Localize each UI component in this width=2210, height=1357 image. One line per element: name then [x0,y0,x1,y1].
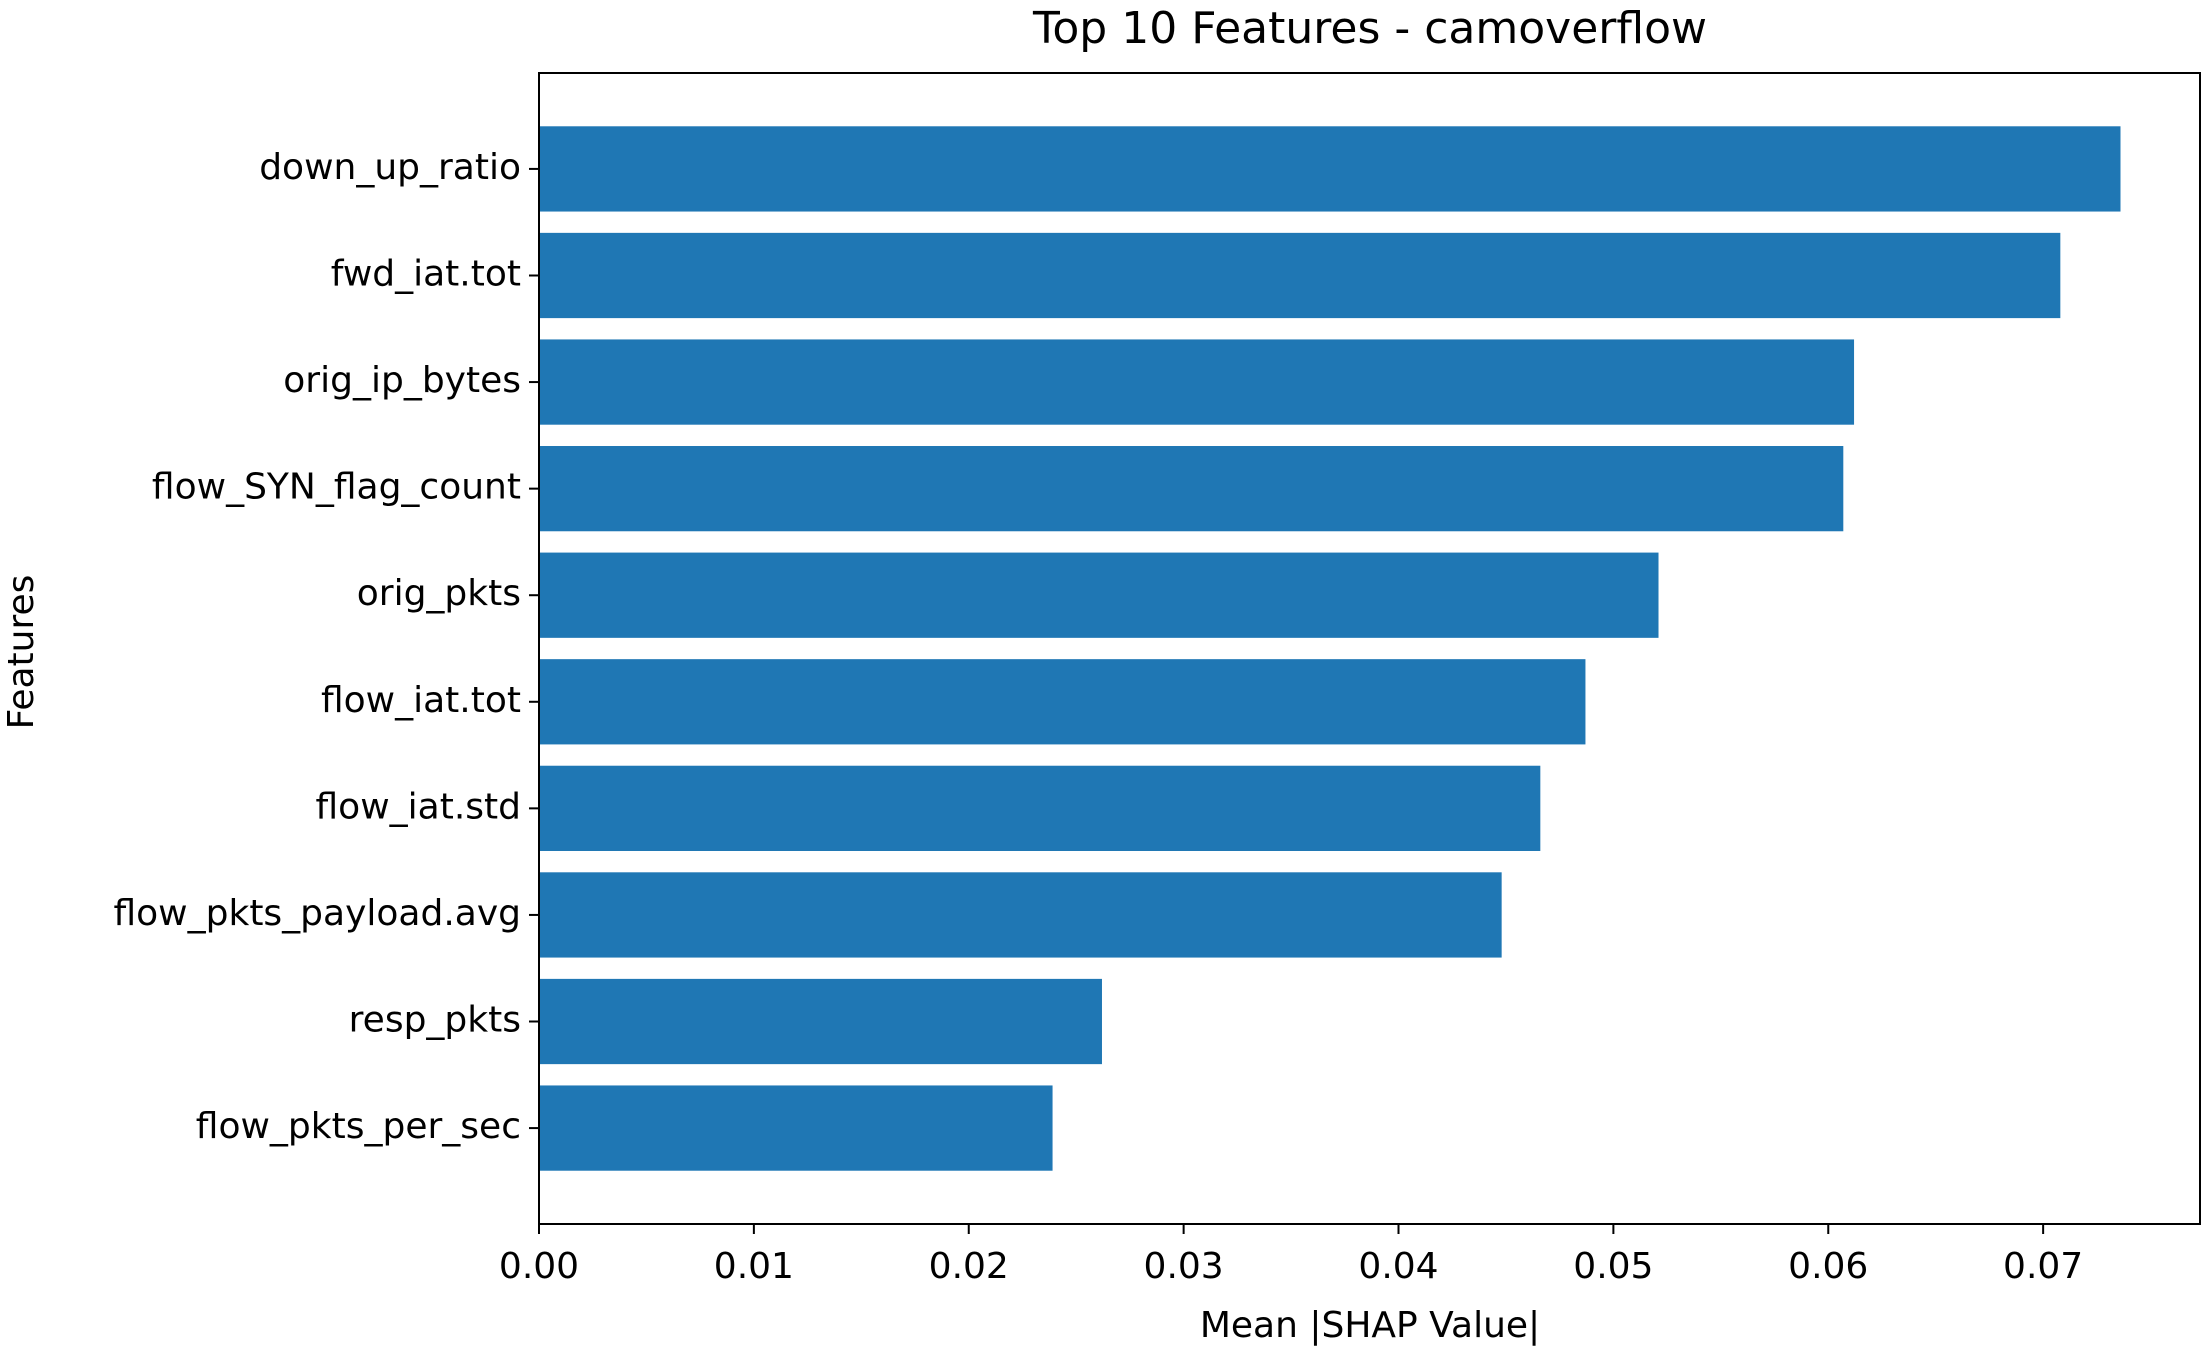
bar [539,339,1855,425]
y-tick-label: flow_pkts_payload.avg [113,893,521,934]
x-tick-label: 0.01 [714,1246,794,1287]
bar [539,765,1541,851]
bar [539,232,2061,319]
chart-title: Top 10 Features - camoverflow [1032,3,1707,54]
y-tick-label: orig_pkts [357,573,521,614]
bar [539,659,1586,745]
bar [539,446,1844,532]
x-tick-label: 0.05 [1573,1246,1653,1287]
x-tick-label: 0.06 [1788,1246,1868,1287]
bar [539,1085,1053,1171]
y-tick-label: flow_pkts_per_sec [196,1106,521,1147]
x-tick-label: 0.04 [1358,1246,1438,1287]
y-tick-label: flow_iat.tot [321,680,521,721]
bar [539,872,1502,958]
y-tick-label: flow_SYN_flag_count [152,467,521,508]
y-tick-label: fwd_iat.tot [331,253,521,294]
x-tick-label: 0.02 [929,1246,1009,1287]
x-axis-label: Mean |SHAP Value| [1200,1305,1540,1346]
bar [539,978,1102,1065]
x-tick-label: 0.00 [499,1246,579,1287]
y-tick-label: flow_iat.std [316,786,522,827]
y-tick-label: orig_ip_bytes [283,360,521,401]
bar [539,126,2121,212]
plot-frame [538,72,2201,1225]
y-tick-label: resp_pkts [349,1000,521,1041]
y-axis-label: Features [1,575,42,730]
y-tick-label: down_up_ratio [259,147,521,188]
x-tick-label: 0.07 [2003,1246,2083,1287]
bar [539,552,1659,638]
x-tick-label: 0.03 [1144,1246,1224,1287]
